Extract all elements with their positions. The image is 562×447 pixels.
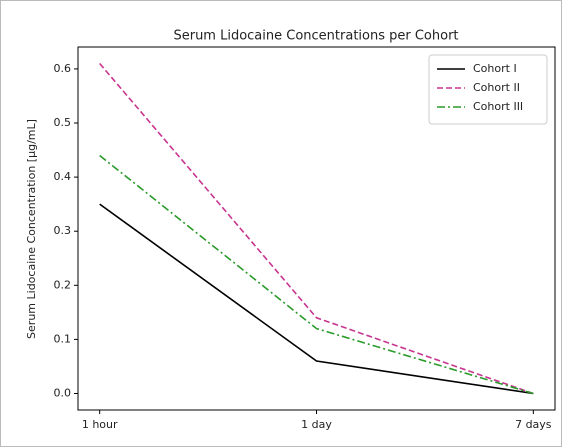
y-tick-label: 0.2 [54, 278, 72, 291]
y-tick-label: 0.6 [54, 62, 72, 75]
y-tick-label: 0.0 [54, 387, 72, 400]
x-tick-label: 1 hour [82, 418, 118, 431]
series-line [99, 154, 534, 395]
y-tick-label: 0.3 [54, 224, 72, 237]
y-tick-label: 0.4 [54, 170, 72, 183]
legend-label: Cohort II [473, 81, 520, 94]
series-line [99, 203, 534, 395]
y-axis-label: Serum Lidocaine Concentration [μg/mL] [25, 119, 38, 339]
chart-title: Serum Lidocaine Concentrations per Cohor… [173, 29, 458, 44]
y-tick-label: 0.5 [54, 116, 72, 129]
y-tick-label: 0.1 [54, 332, 72, 345]
legend-label: Cohort I [473, 62, 517, 75]
legend-label: Cohort III [473, 100, 523, 113]
x-tick-label: 7 days [515, 418, 552, 431]
x-tick-label: 1 day [301, 418, 332, 431]
plot-frame [77, 46, 556, 411]
series-line [99, 62, 534, 395]
